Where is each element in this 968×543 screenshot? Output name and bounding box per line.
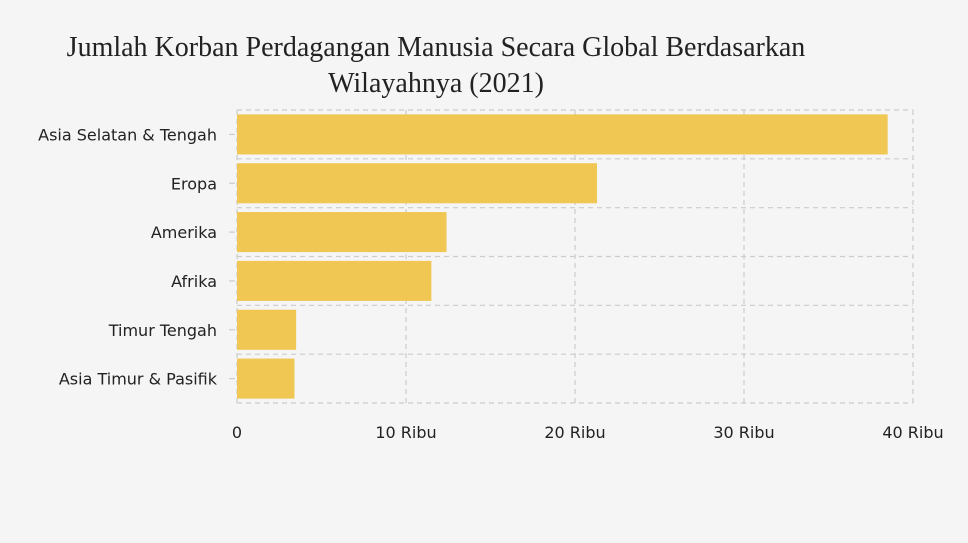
x-tick-label: 30 Ribu: [713, 423, 774, 442]
category-label: Asia Timur & Pasifik: [59, 370, 218, 389]
bar-3: [237, 260, 432, 301]
x-tick-label: 20 Ribu: [544, 423, 605, 442]
category-label: Asia Selatan & Tengah: [38, 125, 217, 144]
x-tick-label: 0: [232, 423, 242, 442]
bar-5: [237, 358, 295, 399]
category-label: Afrika: [171, 272, 217, 291]
bar-2: [237, 212, 447, 253]
bar-1: [237, 163, 597, 204]
category-label: Timur Tengah: [108, 321, 217, 340]
category-label: Amerika: [151, 223, 217, 242]
category-label: Eropa: [171, 174, 217, 193]
chart-title: Jumlah Korban Perdagangan Manusia Secara…: [66, 32, 806, 99]
bar-4: [237, 309, 297, 350]
x-tick-label: 40 Ribu: [882, 423, 943, 442]
x-tick-label: 10 Ribu: [375, 423, 436, 442]
bar-0: [237, 114, 888, 155]
